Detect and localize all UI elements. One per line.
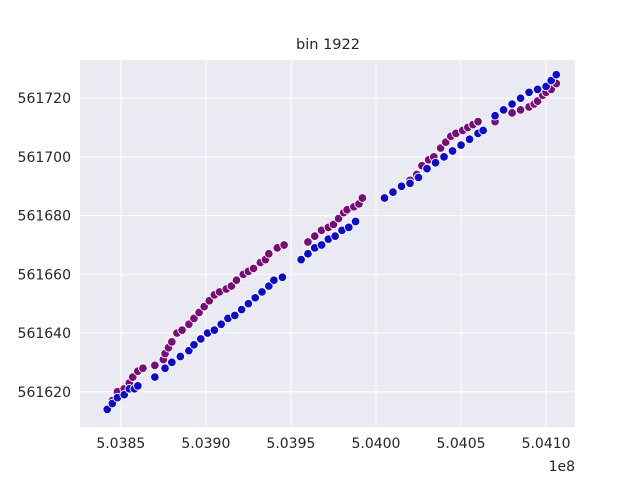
x-axis-ticks: 5.0385 5.0390 5.0395 5.0400 5.0405 5.0410: [96, 436, 570, 452]
data-point: [316, 240, 327, 250]
y-tick-label: 561620: [18, 385, 71, 401]
data-point: [189, 313, 199, 324]
data-point: [277, 272, 288, 283]
data-point: [532, 96, 543, 106]
x-tick-label: 5.0400: [351, 436, 400, 452]
data-point: [478, 125, 488, 136]
y-axis-ticks: 561620 561640 561660 561680 561700 561720: [18, 91, 71, 401]
grid-lines: [80, 60, 575, 427]
data-point: [430, 158, 441, 168]
data-point: [184, 319, 194, 329]
data-point: [127, 372, 138, 382]
data-point: [119, 389, 129, 400]
data-point: [160, 363, 170, 374]
data-point: [473, 116, 483, 127]
data-point: [264, 281, 274, 291]
data-point: [199, 301, 209, 312]
x-tick-label: 5.0405: [437, 436, 486, 452]
data-point: [303, 237, 313, 247]
data-point: [357, 193, 368, 203]
data-point: [204, 296, 215, 306]
data-points: [102, 69, 562, 415]
data-point: [490, 111, 500, 121]
data-point: [231, 275, 242, 285]
chart-title: bin 1922: [296, 37, 360, 53]
data-point: [177, 325, 187, 335]
data-point: [344, 222, 354, 233]
data-point: [551, 69, 562, 80]
data-point: [226, 281, 237, 291]
data-point: [532, 84, 543, 95]
data-point: [209, 325, 220, 335]
data-point: [194, 307, 204, 318]
data-point: [524, 87, 534, 98]
data-point: [350, 216, 361, 227]
data-point: [250, 293, 260, 303]
data-point: [150, 360, 160, 371]
data-point: [257, 287, 267, 297]
data-point: [167, 337, 177, 347]
x-tick-label: 5.0390: [181, 436, 230, 452]
data-point: [422, 163, 432, 174]
data-point: [196, 334, 206, 344]
data-point: [243, 298, 254, 309]
data-point: [507, 99, 517, 109]
data-point: [303, 249, 313, 259]
data-point: [333, 213, 344, 224]
data-point: [107, 398, 118, 409]
x-tick-label: 5.0385: [96, 436, 145, 452]
data-point: [456, 140, 466, 150]
data-point: [413, 172, 424, 183]
x-axis-offset-label: 1e8: [549, 459, 575, 475]
y-tick-label: 561640: [18, 326, 71, 342]
data-point: [464, 134, 475, 145]
data-point: [515, 93, 526, 103]
data-point: [309, 231, 320, 241]
data-point: [328, 219, 339, 230]
x-tick-label: 5.0395: [266, 436, 315, 452]
data-point: [515, 105, 526, 115]
data-point: [388, 187, 398, 197]
data-point: [133, 381, 143, 391]
y-tick-label: 561660: [18, 267, 71, 283]
data-point: [102, 404, 112, 415]
data-point: [269, 275, 279, 285]
data-point: [440, 137, 451, 147]
data-point: [498, 105, 509, 115]
data-point: [439, 152, 449, 162]
data-point: [279, 240, 289, 250]
series-2: [102, 69, 562, 415]
y-tick-label: 561680: [18, 209, 71, 225]
data-point: [507, 108, 517, 118]
data-point: [264, 249, 274, 259]
data-point: [330, 231, 340, 241]
data-point: [447, 146, 458, 156]
x-tick-label: 5.0410: [522, 436, 571, 452]
data-point: [546, 75, 556, 86]
data-point: [379, 193, 390, 203]
data-point: [236, 304, 247, 315]
y-tick-label: 561700: [18, 150, 71, 166]
data-point: [150, 372, 160, 382]
data-point: [184, 345, 194, 356]
data-point: [189, 340, 199, 350]
data-point: [230, 310, 240, 321]
data-point: [405, 178, 415, 189]
data-point: [396, 181, 407, 191]
data-point: [167, 357, 177, 368]
data-point: [248, 263, 259, 274]
data-point: [216, 319, 226, 329]
data-point: [175, 351, 186, 362]
data-point: [138, 363, 148, 374]
data-point: [435, 143, 446, 153]
y-tick-label: 561720: [18, 91, 71, 107]
data-point: [296, 254, 306, 265]
data-point: [541, 81, 551, 92]
